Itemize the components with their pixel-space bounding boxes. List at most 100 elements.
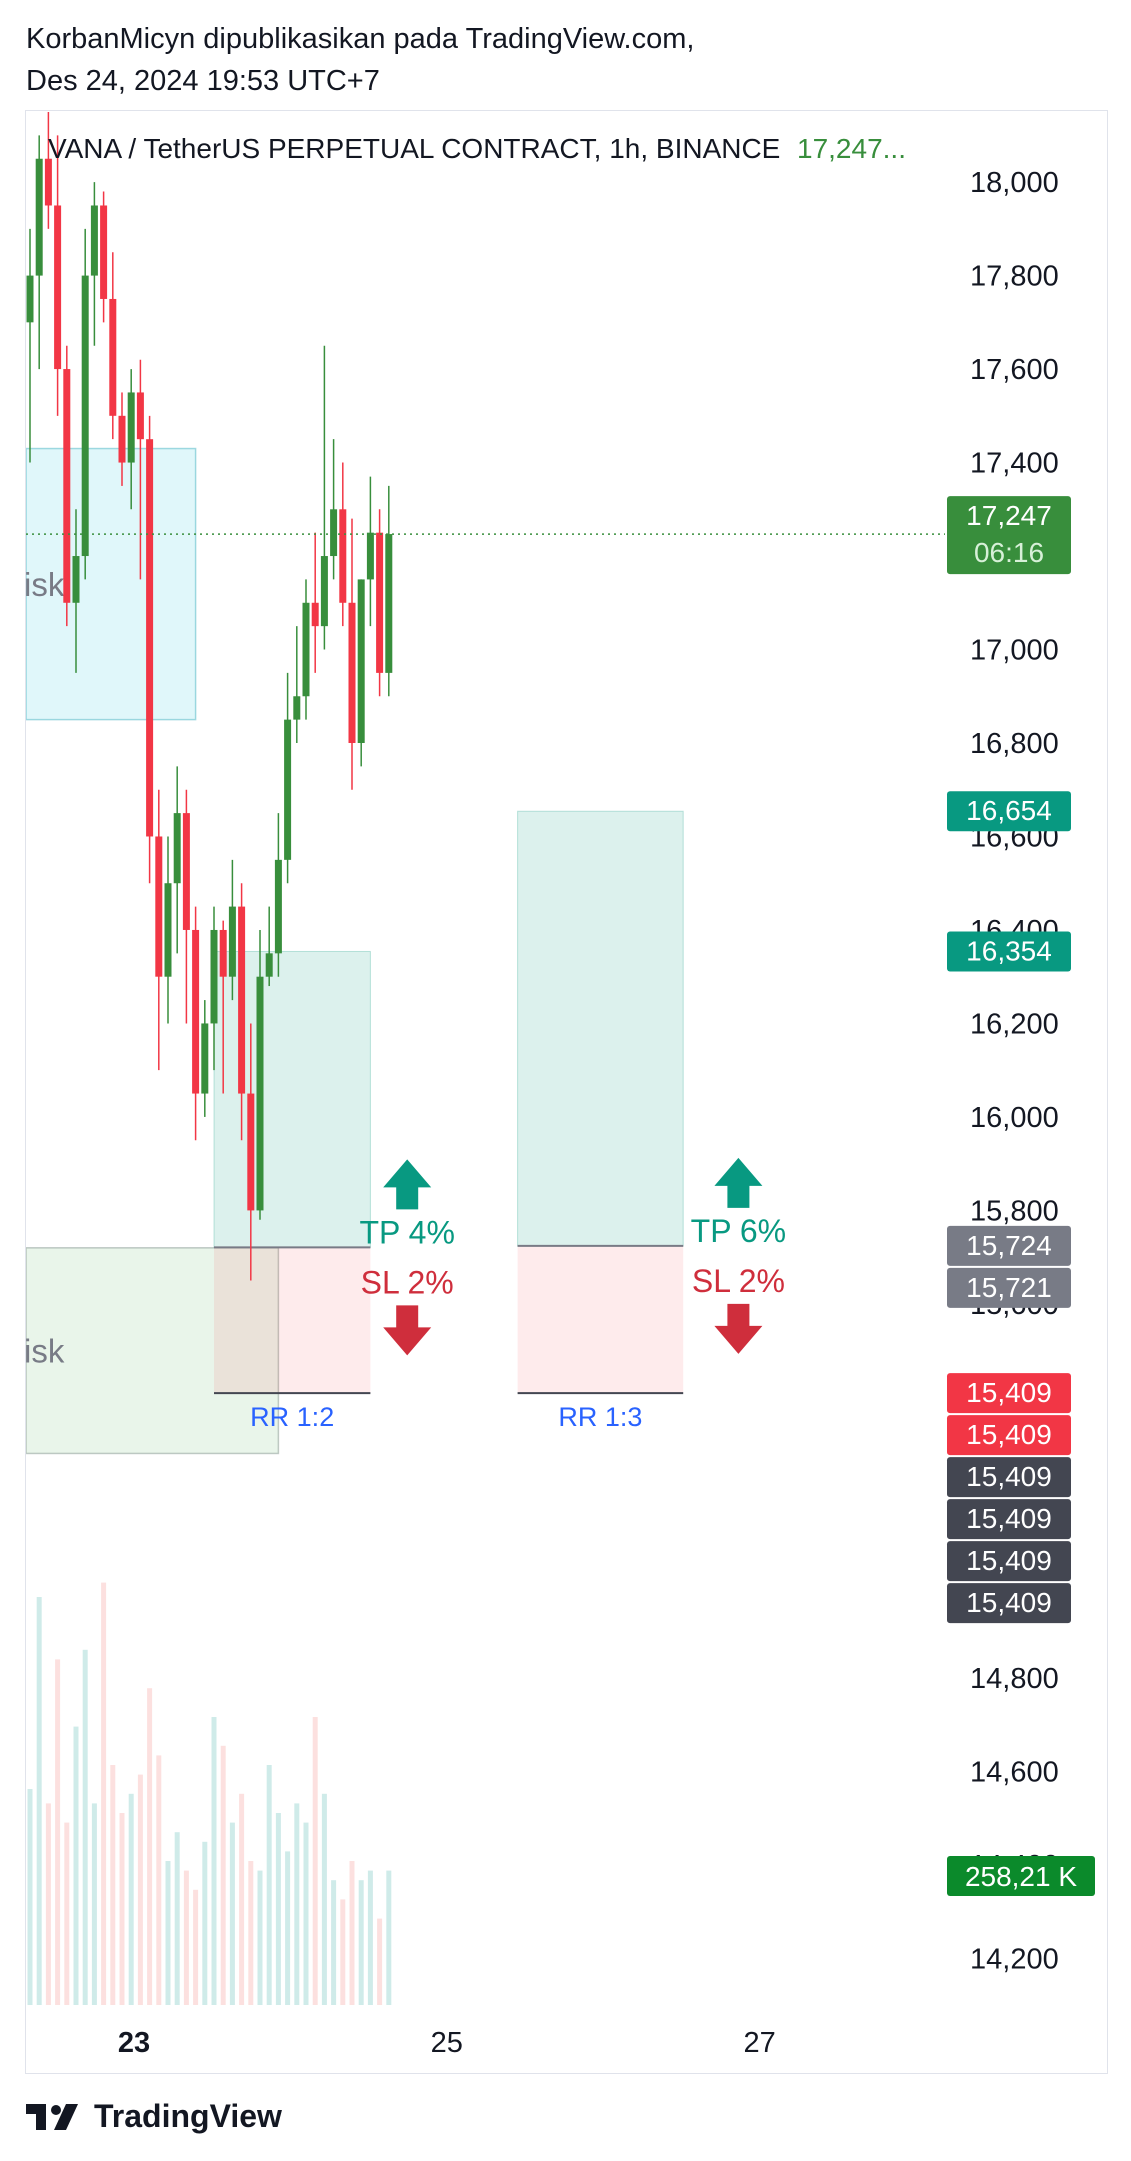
candle-body[interactable] (136, 392, 144, 440)
stop-loss-zone (517, 1245, 684, 1394)
y-axis-tick: 17,600 (970, 354, 1059, 386)
volume-bar (82, 1649, 88, 2005)
candle-body[interactable] (72, 556, 80, 603)
candle-body[interactable] (320, 556, 328, 627)
candle-body[interactable] (44, 158, 52, 206)
volume-bar (137, 1774, 143, 2005)
footer-brand: TradingView (94, 2098, 282, 2134)
candle-body[interactable] (35, 158, 43, 276)
candle-body[interactable] (100, 205, 108, 299)
publish-header: KorbanMicyn dipublikasikan pada TradingV… (26, 18, 694, 102)
volume-bar (27, 1789, 33, 2005)
volume-bar (229, 1822, 235, 2005)
y-axis-tick: 17,400 (970, 448, 1059, 480)
candle-body[interactable] (201, 1023, 209, 1094)
stop-loss-label: SL 2% (361, 1264, 454, 1300)
volume-bar (91, 1803, 97, 2005)
candle-body[interactable] (118, 415, 126, 463)
candle-body[interactable] (164, 883, 172, 977)
y-axis-tick: 17,000 (970, 635, 1059, 667)
y-axis-tick: 14,200 (970, 1943, 1059, 1975)
price-tag (947, 791, 1071, 832)
y-axis-tick: 16,800 (970, 728, 1059, 760)
price-tag-label: 15,721 (966, 1272, 1052, 1303)
y-axis-tick: 14,600 (970, 1756, 1059, 1788)
candle-body[interactable] (146, 439, 154, 837)
candle-body[interactable] (238, 906, 246, 1094)
candle-body[interactable] (366, 532, 374, 580)
candle-body[interactable] (228, 906, 236, 977)
y-axis-tick: 16,200 (970, 1008, 1059, 1040)
volume-bar (45, 1803, 51, 2005)
price-tag (947, 1541, 1071, 1582)
candle-body[interactable] (302, 602, 310, 697)
price-tag (947, 931, 1071, 972)
candle-body[interactable] (293, 696, 301, 720)
x-axis-tick: 25 (431, 2027, 463, 2059)
y-axis-tick: 16,000 (970, 1102, 1059, 1134)
risk-zone-label: isk (24, 1333, 65, 1370)
candle-body[interactable] (109, 298, 117, 416)
tradingview-logo-icon (26, 2103, 78, 2130)
volume-bar (340, 1899, 346, 2005)
candle-body[interactable] (376, 532, 384, 673)
candle-body[interactable] (265, 953, 273, 977)
y-axis-tick: 14,800 (970, 1663, 1059, 1695)
candle-body[interactable] (182, 813, 190, 930)
candle-body[interactable] (339, 509, 347, 603)
volume-bar (331, 1880, 337, 2005)
candle-body[interactable] (348, 602, 356, 743)
candle-body[interactable] (54, 205, 62, 370)
risk-zone-label: isk (24, 566, 65, 603)
candle-body[interactable] (63, 369, 71, 603)
candle-body[interactable] (385, 534, 393, 673)
volume-bar (36, 1597, 42, 2005)
volume-bar (266, 1765, 272, 2005)
price-tag-label: 16,354 (966, 935, 1052, 966)
volume-bar (312, 1717, 318, 2005)
footer: TradingView (26, 2098, 282, 2135)
take-profit-zone (213, 950, 371, 1248)
volume-bar (257, 1870, 263, 2005)
volume-bar (294, 1803, 300, 2005)
chart-title: VANA / TetherUS PERPETUAL CONTRACT, 1h, … (48, 133, 780, 164)
take-profit-zone (517, 810, 684, 1247)
volume-bar (193, 1889, 199, 2005)
candle-body[interactable] (357, 579, 365, 743)
volume-bar (285, 1851, 291, 2005)
volume-bar (377, 1918, 383, 2005)
candle-body[interactable] (274, 859, 282, 954)
candle-body[interactable] (256, 976, 264, 1211)
volume-bar (156, 1755, 162, 2005)
candle-body[interactable] (330, 509, 338, 557)
candle-body[interactable] (247, 1093, 255, 1211)
candle-body[interactable] (210, 929, 218, 1024)
volume-bar (220, 1745, 226, 2005)
candle-body[interactable] (127, 392, 135, 463)
price-tag-label: 15,724 (966, 1230, 1052, 1261)
candle-body[interactable] (26, 275, 34, 323)
volume-bar (349, 1861, 355, 2005)
volume-bar (101, 1582, 107, 2005)
candle-body[interactable] (219, 929, 227, 977)
candle-body[interactable] (81, 275, 89, 557)
candle-body[interactable] (90, 205, 98, 276)
volume-bar (174, 1832, 180, 2005)
candle-body[interactable] (173, 813, 181, 884)
volume-bar (165, 1861, 171, 2005)
y-axis-tick: 18,000 (970, 167, 1059, 199)
volume-bar (55, 1659, 61, 2005)
publish-date: Des 24, 2024 19:53 UTC+7 (26, 65, 380, 97)
volume-bar (211, 1717, 217, 2005)
price-tag-label: 15,409 (966, 1419, 1052, 1450)
candle-body[interactable] (311, 602, 319, 627)
stop-loss-label: SL 2% (692, 1263, 785, 1299)
price-tag-label: 15,409 (966, 1545, 1052, 1576)
candle-body[interactable] (284, 719, 292, 860)
price-tag (947, 1225, 1071, 1266)
price-tag-label: 15,409 (966, 1587, 1052, 1618)
title-last-price: 17,247... (797, 133, 906, 164)
candle-body[interactable] (155, 836, 163, 977)
candle-body[interactable] (192, 929, 200, 1094)
